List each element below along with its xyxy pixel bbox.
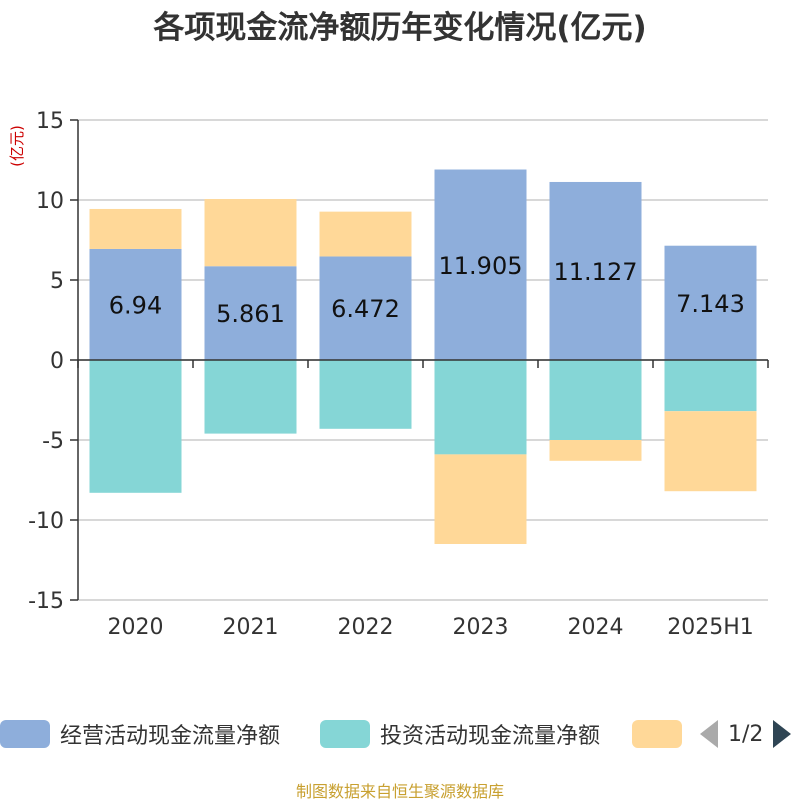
legend-label-investing: 投资活动现金流量净额 bbox=[380, 724, 601, 749]
bar-investing bbox=[319, 360, 412, 429]
chevron-left-icon[interactable] bbox=[700, 720, 718, 748]
x-tick-label: 2022 bbox=[338, 615, 394, 640]
y-tick-label: 15 bbox=[36, 109, 64, 134]
chevron-right-icon[interactable] bbox=[773, 720, 792, 748]
chart-title: 各项现金流净额历年变化情况(亿元) bbox=[153, 10, 647, 46]
bar-investing bbox=[434, 360, 527, 455]
legend-item-financing[interactable] bbox=[632, 714, 692, 754]
data-label: 11.127 bbox=[554, 258, 638, 286]
bar-operating bbox=[664, 245, 757, 360]
legend: 经营活动现金流量净额 投资活动现金流量净额 1/2 bbox=[0, 714, 800, 754]
legend-swatch-investing bbox=[320, 720, 370, 748]
bar-operating bbox=[89, 248, 182, 360]
bar-operating bbox=[319, 256, 412, 360]
source-note: 制图数据来自恒生聚源数据库 bbox=[295, 782, 504, 801]
bar-operating bbox=[434, 169, 527, 360]
bar-other bbox=[319, 211, 412, 257]
x-tick-label: 2021 bbox=[223, 615, 279, 640]
bar-operating bbox=[204, 266, 297, 360]
legend-item-operating[interactable]: 经营活动现金流量净额 bbox=[0, 714, 280, 754]
bar-other bbox=[664, 411, 757, 492]
legend-pager: 1/2 bbox=[700, 714, 792, 754]
bar-other bbox=[89, 208, 182, 249]
stacked-bar-chart: 15 10 5 0 -5 -10 -15 (亿元) 6.94 5.861 6.472 11.905 11… bbox=[8, 109, 769, 640]
y-tick-label: 0 bbox=[50, 349, 64, 374]
y-tick-label: 5 bbox=[50, 269, 64, 294]
data-label: 6.472 bbox=[331, 295, 400, 323]
x-tick-label: 2020 bbox=[108, 615, 164, 640]
y-tick-label: -15 bbox=[28, 589, 64, 614]
data-label: 5.861 bbox=[216, 300, 285, 328]
bar-investing bbox=[664, 360, 757, 412]
x-tick-label: 2025H1 bbox=[667, 615, 754, 640]
bar-other bbox=[434, 454, 527, 544]
bar-other bbox=[549, 440, 642, 461]
legend-swatch-operating bbox=[0, 720, 50, 748]
bar-other bbox=[204, 199, 297, 267]
data-label: 6.94 bbox=[109, 291, 162, 319]
bar-investing bbox=[204, 360, 297, 434]
y-tick-label: -10 bbox=[28, 509, 64, 534]
bar-investing bbox=[549, 360, 642, 440]
bar-investing bbox=[89, 360, 182, 493]
legend-page-indicator: 1/2 bbox=[728, 721, 764, 747]
data-label: 7.143 bbox=[676, 290, 745, 318]
x-tick-label: 2023 bbox=[453, 615, 509, 640]
bar-operating bbox=[549, 181, 642, 360]
data-label: 11.905 bbox=[439, 252, 523, 280]
x-tick-label: 2024 bbox=[568, 615, 624, 640]
y-tick-label: -5 bbox=[42, 429, 64, 454]
y-tick-label: 10 bbox=[36, 189, 64, 214]
legend-swatch-financing bbox=[632, 720, 682, 748]
legend-item-investing[interactable]: 投资活动现金流量净额 bbox=[320, 714, 600, 754]
y-axis-label: (亿元) bbox=[8, 125, 26, 167]
legend-label-operating: 经营活动现金流量净额 bbox=[60, 724, 281, 749]
